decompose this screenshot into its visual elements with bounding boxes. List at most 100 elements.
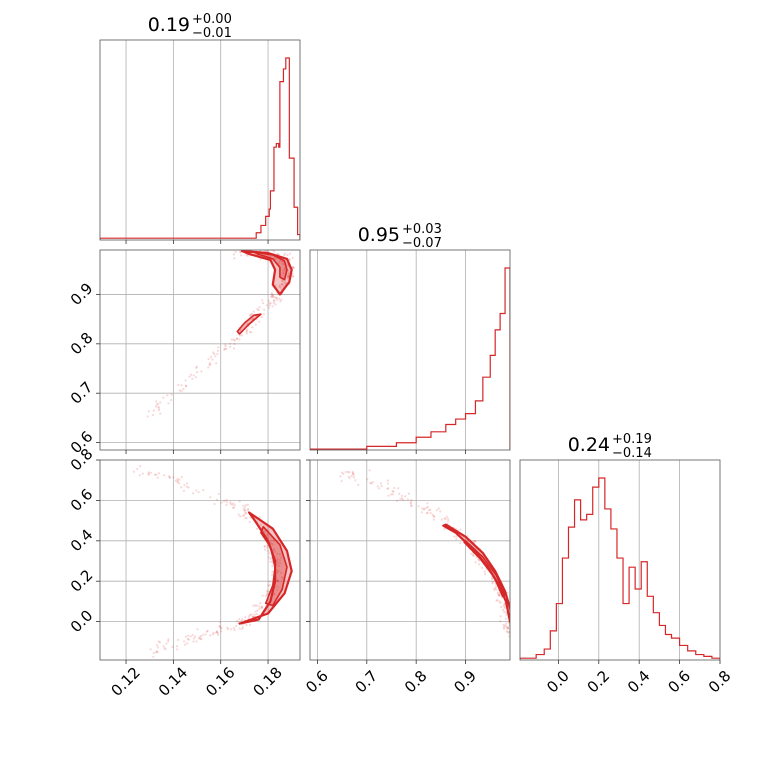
sample-point — [267, 556, 270, 559]
sample-point — [252, 310, 255, 313]
sample-point — [505, 613, 508, 616]
sample-point — [229, 342, 232, 345]
sample-point — [271, 305, 274, 308]
sample-point — [275, 296, 278, 299]
density-contour — [260, 525, 288, 607]
sample-point — [495, 599, 498, 602]
sample-point — [184, 635, 187, 638]
sample-point — [410, 499, 413, 502]
sample-point — [506, 626, 509, 629]
sample-point — [286, 254, 289, 257]
sample-point — [510, 629, 512, 631]
sample-point — [258, 320, 261, 323]
sample-point — [168, 476, 171, 479]
sample-point — [189, 373, 193, 376]
sample-point — [498, 594, 501, 597]
sample-point — [175, 645, 179, 648]
sample-point — [263, 308, 266, 311]
sample-point — [156, 646, 159, 649]
sample-point — [497, 593, 500, 596]
panel-frame — [99, 249, 301, 451]
panel-frame — [99, 39, 301, 241]
parameter-title: 0.19 — [148, 14, 190, 36]
sample-point — [219, 626, 222, 630]
sample-point — [371, 481, 374, 484]
sample-point — [397, 487, 400, 490]
y-tick-label: 0.9 — [67, 279, 97, 309]
sample-point — [246, 503, 249, 506]
sample-point — [237, 247, 239, 249]
sample-point — [196, 628, 199, 631]
sample-point — [155, 405, 158, 408]
sample-point — [151, 413, 154, 417]
sample-point — [197, 637, 201, 640]
sample-point — [267, 590, 270, 593]
sample-point — [132, 470, 135, 473]
x-tick-label: 0.0 — [543, 667, 573, 697]
sample-point — [243, 506, 246, 509]
sample-point — [472, 554, 475, 557]
sample-point — [248, 623, 252, 627]
sample-point — [213, 352, 216, 355]
sample-point — [402, 498, 405, 501]
sample-point — [513, 613, 515, 615]
sample-point — [291, 266, 295, 269]
sample-point — [167, 638, 170, 641]
scatter-content — [132, 465, 293, 658]
x-tick-label: 0.18 — [250, 663, 286, 699]
title-minus-error: −0.07 — [402, 236, 442, 251]
y-tick-label: 0.2 — [67, 566, 97, 596]
sample-point — [247, 508, 250, 511]
sample-point — [215, 498, 219, 501]
sample-point — [259, 243, 261, 245]
sample-point — [258, 306, 261, 309]
sample-point — [180, 475, 183, 479]
sample-point — [347, 475, 350, 478]
sample-point — [224, 343, 227, 346]
sample-point — [270, 293, 273, 296]
sample-point — [271, 565, 274, 568]
sample-point — [182, 489, 186, 492]
sample-point — [195, 640, 198, 643]
sample-point — [348, 477, 351, 480]
sample-point — [292, 266, 295, 270]
sample-point — [493, 587, 496, 590]
sample-point — [498, 600, 501, 603]
sample-point — [278, 559, 281, 562]
sample-point — [208, 361, 212, 364]
sample-point — [366, 478, 369, 481]
sample-point — [484, 573, 487, 576]
sample-point — [163, 647, 166, 650]
sample-point — [510, 613, 512, 615]
sample-point — [392, 490, 395, 493]
sample-point — [491, 582, 494, 585]
sample-point — [244, 616, 247, 619]
sample-point — [156, 476, 159, 479]
sample-point — [266, 592, 269, 595]
sample-point — [202, 489, 205, 492]
sample-point — [233, 504, 236, 507]
histogram-panel-2: 0.24 +0.19−0.14 — [519, 432, 721, 664]
sample-point — [197, 491, 200, 494]
sample-point — [435, 509, 438, 512]
y-tick-label: 0.6 — [67, 485, 97, 515]
sample-point — [513, 629, 515, 631]
sample-point — [354, 479, 357, 482]
y-tick-label: 0.8 — [67, 329, 97, 359]
sample-point — [514, 630, 516, 632]
sample-point — [184, 384, 188, 387]
y-tick-label: 0.7 — [67, 378, 97, 408]
sample-point — [420, 511, 423, 514]
sample-point — [499, 601, 502, 604]
sample-point — [275, 571, 278, 574]
sample-point — [480, 566, 484, 569]
sample-point — [168, 476, 171, 479]
sample-point — [235, 337, 239, 340]
sample-point — [241, 626, 244, 629]
sample-point — [417, 505, 420, 508]
sample-point — [211, 358, 214, 361]
sample-point — [254, 610, 257, 613]
sample-point — [166, 394, 169, 397]
sample-point — [209, 363, 212, 366]
sample-point — [195, 365, 199, 368]
